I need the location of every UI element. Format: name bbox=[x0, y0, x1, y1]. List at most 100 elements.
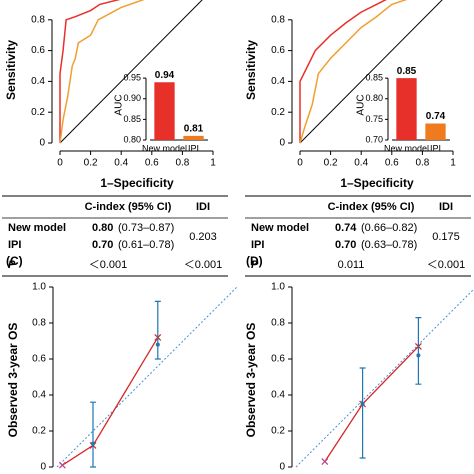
table-header: IDI bbox=[196, 201, 210, 213]
bar bbox=[154, 82, 175, 140]
p-value: 0.011 bbox=[338, 259, 365, 271]
c-index: 0.70 bbox=[92, 239, 113, 251]
error-bar bbox=[415, 317, 422, 385]
c-index: 0.80 bbox=[92, 222, 113, 234]
ideal-line bbox=[56, 286, 238, 468]
y-tick-label: 0.2 bbox=[271, 426, 285, 437]
reference-diagonal bbox=[59, 0, 203, 144]
y-tick-label: 0.4 bbox=[271, 390, 285, 401]
y-tick-label: 0.6 bbox=[271, 354, 285, 365]
x-tick-label: IPI bbox=[430, 143, 441, 153]
bar bbox=[396, 78, 417, 140]
row-label: New model bbox=[251, 222, 309, 234]
x-tick-label: 0 bbox=[297, 158, 303, 169]
bar bbox=[425, 123, 446, 140]
y-tick-label: 0.8 bbox=[271, 318, 285, 329]
roc-curve bbox=[59, 0, 121, 143]
observed-point bbox=[91, 441, 95, 446]
panel-label: (D) bbox=[246, 254, 263, 268]
x-tick-label: 1 bbox=[210, 158, 216, 169]
calibration-point bbox=[321, 458, 329, 466]
x-tick-label: New model bbox=[142, 143, 187, 153]
y-tick-label: 0 bbox=[40, 462, 46, 473]
y-tick-label: 0.80 bbox=[365, 93, 383, 103]
c-index: 0.70 bbox=[335, 239, 356, 251]
ideal-line bbox=[295, 288, 474, 468]
y-tick-label: 0.8 bbox=[32, 318, 46, 329]
roc-curve bbox=[59, 0, 145, 144]
x-tick-label: 0.8 bbox=[415, 158, 429, 169]
c-index-ci: (0.73–0.87) bbox=[118, 222, 174, 234]
y-tick-label: 0.85 bbox=[365, 73, 383, 83]
panel-label: (C) bbox=[6, 254, 23, 268]
row-label: P bbox=[8, 259, 16, 271]
c-index-ci: (0.66–0.82) bbox=[361, 222, 417, 234]
y-tick-label: 0.6 bbox=[271, 45, 285, 56]
observed-point bbox=[360, 402, 365, 406]
row-label: P bbox=[251, 259, 259, 271]
roc-curve bbox=[299, 0, 387, 143]
table-header: IDI bbox=[439, 201, 453, 213]
calibration-line bbox=[62, 337, 159, 466]
c-index-ci: (0.63–0.78) bbox=[361, 239, 417, 251]
x-tick-label: 0.6 bbox=[145, 158, 159, 169]
y-tick-label: 0.2 bbox=[32, 426, 46, 437]
error-bar bbox=[90, 401, 96, 468]
row-label: IPI bbox=[251, 239, 264, 251]
x-axis-title: 1–Specificity bbox=[100, 176, 174, 190]
y-tick-label: 0.90 bbox=[123, 93, 141, 103]
y-tick-label: 0 bbox=[279, 462, 285, 473]
table-header: C-index (95% CI) bbox=[85, 201, 172, 213]
x-tick-label: 0.4 bbox=[114, 158, 128, 169]
y-tick-label: 0 bbox=[39, 138, 45, 149]
y-tick-label: 0 bbox=[279, 138, 285, 149]
y-tick-label: 0.2 bbox=[271, 107, 285, 118]
y-tick-label: 0.70 bbox=[365, 134, 383, 144]
value-label: 0.94 bbox=[155, 70, 175, 81]
value-label: 0.81 bbox=[184, 124, 204, 135]
y-tick-label: 0.8 bbox=[271, 14, 285, 25]
y-tick-label: 0.95 bbox=[123, 73, 141, 83]
y-tick-label: 0.8 bbox=[31, 14, 45, 25]
p-value: ＜0.001 bbox=[89, 259, 128, 271]
x-tick-label: New model bbox=[384, 143, 429, 153]
y-tick-label: 1.0 bbox=[32, 282, 46, 293]
error-bar bbox=[359, 367, 366, 459]
x-tick-label: IPI bbox=[188, 143, 199, 153]
calibration-line bbox=[324, 345, 419, 462]
idi-value: 0.203 bbox=[189, 231, 217, 243]
calibration-point bbox=[58, 461, 66, 469]
c-index-ci: (0.61–0.78) bbox=[118, 239, 174, 251]
observed-point bbox=[416, 353, 421, 358]
y-tick-label: 0.6 bbox=[32, 354, 46, 365]
y-axis-title: Observed 3-year OS bbox=[6, 323, 20, 438]
y-tick-label: 0.4 bbox=[32, 390, 46, 401]
idi-value: 0.175 bbox=[432, 231, 460, 243]
x-tick-label: 0.8 bbox=[175, 158, 189, 169]
y-axis-title: Sensitivity bbox=[244, 40, 258, 100]
p-value: ＜0.001 bbox=[184, 259, 223, 271]
y-axis-title: Sensitivity bbox=[4, 40, 18, 100]
y-tick-label: 1.0 bbox=[271, 282, 285, 293]
reference-diagonal bbox=[299, 0, 443, 144]
y-axis-title: AUC bbox=[114, 94, 125, 115]
error-bar bbox=[154, 300, 161, 360]
x-tick-label: 0.2 bbox=[84, 158, 98, 169]
row-label: IPI bbox=[8, 239, 21, 251]
x-tick-label: 0.6 bbox=[385, 158, 399, 169]
y-tick-label: 0.6 bbox=[31, 45, 45, 56]
table-header: C-index (95% CI) bbox=[328, 201, 415, 213]
y-tick-label: 0.75 bbox=[365, 114, 383, 124]
value-label: 0.74 bbox=[426, 111, 446, 122]
p-value: ＜0.001 bbox=[427, 259, 466, 271]
y-tick-label: 0.85 bbox=[123, 114, 141, 124]
bar bbox=[183, 135, 204, 140]
y-tick-label: 0.4 bbox=[31, 76, 45, 87]
y-tick-label: 0.2 bbox=[31, 107, 45, 118]
x-tick-label: 0 bbox=[57, 158, 63, 169]
observed-point bbox=[155, 342, 160, 347]
x-tick-label: 0.2 bbox=[324, 158, 338, 169]
y-tick-label: 0.4 bbox=[271, 76, 285, 87]
row-label: New model bbox=[8, 222, 66, 234]
